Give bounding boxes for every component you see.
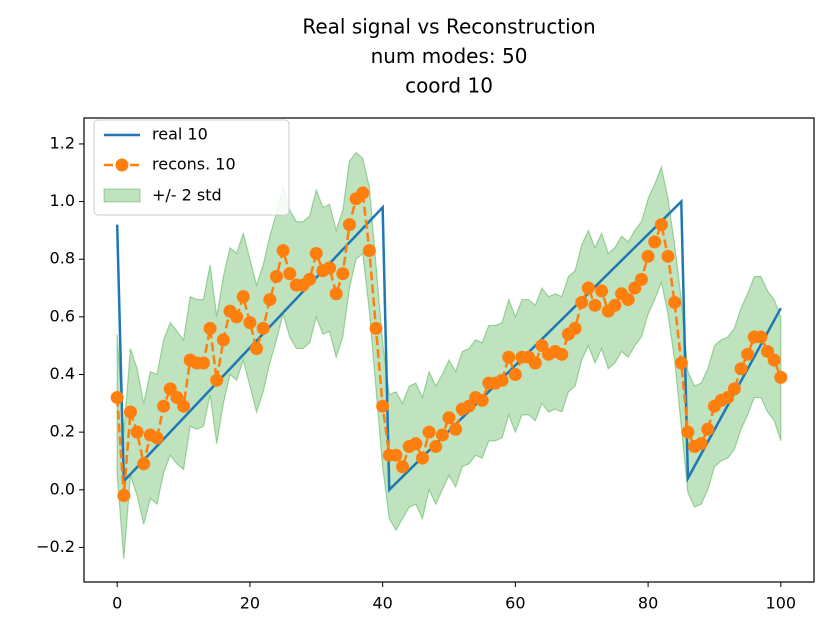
- legend-label: real 10: [152, 125, 208, 144]
- recons-marker: [754, 330, 768, 344]
- x-tick-label: 80: [638, 594, 658, 613]
- x-tick-label: 40: [372, 594, 392, 613]
- recons-marker: [256, 321, 270, 335]
- legend-swatch: [103, 188, 141, 203]
- chart-title: num modes: 50: [371, 44, 528, 68]
- y-tick-label: 0.6: [50, 306, 75, 325]
- recons-marker: [575, 295, 589, 309]
- chart-title: coord 10: [405, 74, 493, 98]
- recons-marker: [727, 382, 741, 396]
- recons-marker: [767, 353, 781, 367]
- recons-marker: [641, 249, 655, 263]
- recons-marker: [336, 267, 350, 281]
- recons-marker: [309, 246, 323, 260]
- recons-marker: [621, 293, 635, 307]
- x-tick-label: 100: [766, 594, 797, 613]
- recons-marker: [415, 451, 429, 465]
- recons-marker: [356, 186, 370, 200]
- recons-marker: [502, 350, 516, 364]
- recons-marker: [435, 428, 449, 442]
- recons-marker: [396, 460, 410, 474]
- recons-marker: [123, 405, 137, 419]
- recons-marker: [203, 321, 217, 335]
- recons-marker: [555, 347, 569, 361]
- recons-line: [115, 190, 782, 496]
- recons-marker: [250, 342, 264, 356]
- recons-marker: [634, 272, 648, 286]
- recons-marker: [276, 244, 290, 258]
- recons-marker: [117, 489, 131, 503]
- y-tick-label: 0.2: [50, 422, 75, 441]
- recons-marker: [177, 399, 191, 413]
- recons-marker: [654, 218, 668, 232]
- recons-marker: [157, 399, 171, 413]
- recons-marker: [581, 281, 595, 295]
- x-tick-label: 60: [505, 594, 525, 613]
- recons-marker: [409, 437, 423, 451]
- recons-marker: [230, 310, 244, 324]
- recons-marker: [269, 270, 283, 284]
- recons-marker: [376, 399, 390, 413]
- y-tick-label: 0.0: [50, 479, 75, 498]
- recons-marker: [110, 391, 124, 405]
- recons-marker: [475, 393, 489, 407]
- chart-title: Real signal vs Reconstruction: [302, 15, 595, 39]
- recons-marker: [674, 356, 688, 370]
- recons-marker: [429, 440, 443, 454]
- y-tick-label: 0.4: [50, 364, 75, 383]
- recons-marker: [681, 425, 695, 439]
- recons-marker: [130, 425, 144, 439]
- recons-marker: [389, 448, 403, 462]
- recons-marker: [595, 284, 609, 298]
- x-tick-label: 20: [240, 594, 260, 613]
- y-tick-label: 1.0: [50, 191, 75, 210]
- recons-marker: [741, 347, 755, 361]
- recons-marker: [701, 422, 715, 436]
- y-tick-label: −0.2: [36, 537, 75, 556]
- recons-marker: [283, 267, 297, 281]
- recons-marker: [508, 367, 522, 381]
- recons-marker: [137, 457, 151, 471]
- recons-marker: [369, 321, 383, 335]
- recons-marker: [648, 235, 662, 249]
- recons-marker: [362, 244, 376, 258]
- legend-swatch: [115, 158, 129, 172]
- recons-marker: [661, 249, 675, 263]
- recons-marker: [608, 298, 622, 312]
- x-tick-label: 0: [112, 594, 122, 613]
- recons-marker: [495, 373, 509, 387]
- legend-label: recons. 10: [152, 155, 236, 174]
- recons-marker: [323, 261, 337, 275]
- recons-marker: [422, 425, 436, 439]
- recons-marker: [774, 370, 788, 384]
- legend-box: [93, 119, 290, 216]
- y-tick-label: 0.8: [50, 249, 75, 268]
- recons-marker: [342, 218, 356, 232]
- recons-marker: [196, 356, 210, 370]
- y-tick-label: 1.2: [50, 133, 75, 152]
- recons-marker: [263, 293, 277, 307]
- recons-marker: [236, 290, 250, 304]
- recons-marker: [442, 411, 456, 425]
- recons-marker: [150, 431, 164, 445]
- recons-marker: [694, 437, 708, 451]
- recons-marker: [734, 362, 748, 376]
- legend-label: +/- 2 std: [152, 186, 222, 205]
- recons-marker: [588, 298, 602, 312]
- recons-marker: [303, 272, 317, 286]
- plot-frame: [83, 117, 815, 583]
- recons-marker: [329, 287, 343, 301]
- recons-marker: [210, 373, 224, 387]
- recons-marker: [668, 295, 682, 309]
- recons-marker: [449, 422, 463, 436]
- recons-marker: [568, 321, 582, 335]
- recons-marker: [243, 316, 257, 330]
- recons-marker: [528, 356, 542, 370]
- recons-marker: [216, 333, 230, 347]
